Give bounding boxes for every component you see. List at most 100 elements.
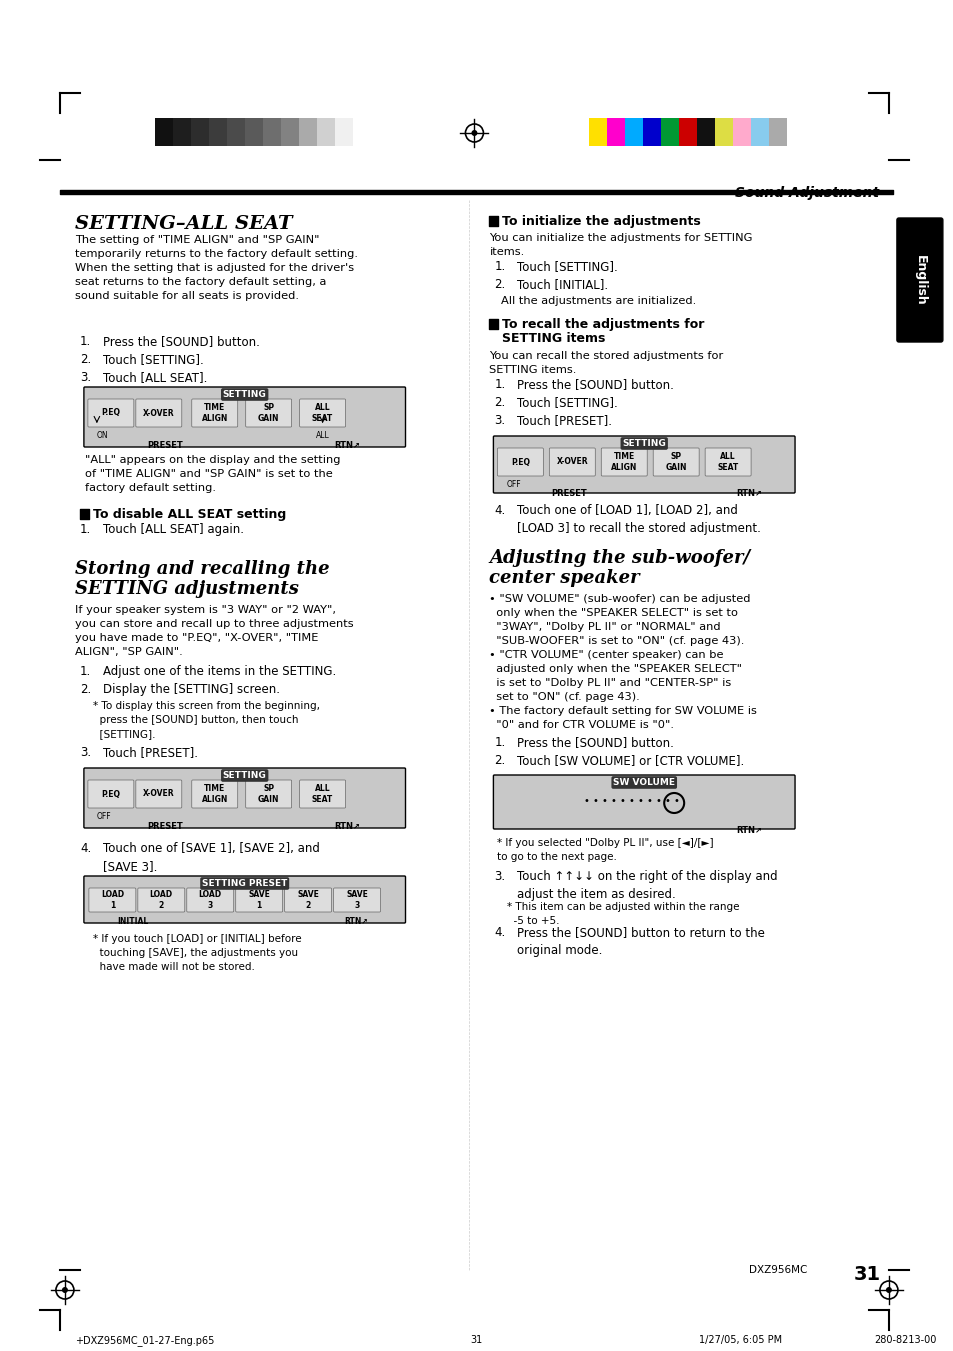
- Text: TIME
ALIGN: TIME ALIGN: [611, 453, 637, 471]
- Text: SAVE
2: SAVE 2: [297, 890, 318, 909]
- Text: PRESET: PRESET: [147, 821, 182, 831]
- FancyBboxPatch shape: [704, 449, 750, 476]
- Bar: [209, 118, 227, 146]
- Text: SAVE
1: SAVE 1: [248, 890, 270, 909]
- FancyBboxPatch shape: [497, 449, 543, 476]
- Bar: [191, 118, 209, 146]
- Text: Storing and recalling the: Storing and recalling the: [75, 561, 329, 578]
- Text: ALL: ALL: [315, 431, 329, 440]
- Text: 1.: 1.: [80, 665, 91, 678]
- Text: 2.: 2.: [80, 684, 91, 696]
- Text: * If you touch [LOAD] or [INITIAL] before
  touching [SAVE], the adjustments you: * If you touch [LOAD] or [INITIAL] befor…: [92, 934, 301, 971]
- FancyBboxPatch shape: [493, 436, 794, 493]
- FancyBboxPatch shape: [88, 399, 133, 427]
- Bar: [353, 118, 370, 146]
- Text: LOAD
1: LOAD 1: [101, 890, 124, 909]
- Text: To initialize the adjustments: To initialize the adjustments: [502, 215, 700, 228]
- Bar: [624, 118, 642, 146]
- Text: DXZ956MC: DXZ956MC: [748, 1265, 806, 1275]
- Text: To disable ALL SEAT setting: To disable ALL SEAT setting: [92, 508, 286, 521]
- FancyBboxPatch shape: [187, 888, 233, 912]
- Text: OFF: OFF: [97, 812, 112, 821]
- FancyBboxPatch shape: [135, 399, 182, 427]
- Text: RTN↗: RTN↗: [736, 825, 761, 835]
- Text: 1.: 1.: [80, 523, 91, 536]
- Text: ALL
SEAT: ALL SEAT: [312, 785, 333, 804]
- Text: 31: 31: [470, 1335, 482, 1346]
- Text: If your speaker system is "3 WAY" or "2 WAY",
you can store and recall up to thr: If your speaker system is "3 WAY" or "2 …: [75, 605, 354, 657]
- Text: 1.: 1.: [80, 335, 91, 349]
- FancyBboxPatch shape: [84, 767, 405, 828]
- Text: * This item can be adjusted within the range
  -5 to +5.: * This item can be adjusted within the r…: [507, 902, 740, 925]
- Circle shape: [471, 130, 476, 136]
- Text: Press the [SOUND] button.: Press the [SOUND] button.: [517, 736, 674, 748]
- Bar: [316, 118, 335, 146]
- FancyBboxPatch shape: [493, 775, 794, 830]
- Text: P.EQ: P.EQ: [101, 408, 120, 417]
- Text: 4.: 4.: [494, 504, 505, 517]
- Text: X-OVER: X-OVER: [143, 408, 174, 417]
- Text: SETTING–ALL SEAT: SETTING–ALL SEAT: [75, 215, 293, 232]
- Text: OFF: OFF: [506, 480, 520, 489]
- Bar: [679, 118, 697, 146]
- Text: Sound Adjustment: Sound Adjustment: [734, 186, 878, 200]
- Text: Touch [SETTING].: Touch [SETTING].: [517, 396, 618, 409]
- Text: X-OVER: X-OVER: [556, 458, 587, 466]
- Circle shape: [885, 1288, 891, 1293]
- Text: 3.: 3.: [80, 746, 91, 759]
- FancyBboxPatch shape: [653, 449, 699, 476]
- Bar: [642, 118, 660, 146]
- FancyBboxPatch shape: [135, 780, 182, 808]
- Text: SETTING: SETTING: [223, 390, 266, 399]
- Text: Press the [SOUND] button.: Press the [SOUND] button.: [517, 378, 674, 390]
- Bar: [768, 118, 786, 146]
- Text: • "SW VOLUME" (sub-woofer) can be adjusted
  only when the "SPEAKER SELECT" is s: • "SW VOLUME" (sub-woofer) can be adjust…: [489, 594, 750, 646]
- Text: • "CTR VOLUME" (center speaker) can be
  adjusted only when the "SPEAKER SELECT": • "CTR VOLUME" (center speaker) can be a…: [489, 650, 741, 703]
- FancyBboxPatch shape: [246, 780, 292, 808]
- Text: TIME
ALIGN: TIME ALIGN: [201, 785, 228, 804]
- Text: SP
GAIN: SP GAIN: [665, 453, 686, 471]
- FancyBboxPatch shape: [84, 875, 405, 923]
- Text: PRESET: PRESET: [551, 489, 587, 499]
- Text: Touch one of [LOAD 1], [LOAD 2], and
[LOAD 3] to recall the stored adjustment.: Touch one of [LOAD 1], [LOAD 2], and [LO…: [517, 504, 760, 535]
- Text: X-OVER: X-OVER: [143, 789, 174, 798]
- Text: Press the [SOUND] button.: Press the [SOUND] button.: [103, 335, 259, 349]
- Text: SETTING items: SETTING items: [502, 332, 605, 345]
- Text: Touch [ALL SEAT].: Touch [ALL SEAT].: [103, 372, 207, 384]
- Bar: [607, 118, 624, 146]
- Bar: [335, 118, 353, 146]
- Text: 280-8213-00: 280-8213-00: [873, 1335, 935, 1346]
- Text: 2.: 2.: [494, 396, 505, 409]
- Text: ALL
SEAT: ALL SEAT: [312, 404, 333, 423]
- FancyBboxPatch shape: [192, 399, 237, 427]
- FancyBboxPatch shape: [299, 399, 345, 427]
- Text: Adjust one of the items in the SETTING.: Adjust one of the items in the SETTING.: [103, 665, 335, 678]
- Circle shape: [62, 1288, 68, 1293]
- Text: Touch [PRESET].: Touch [PRESET].: [103, 746, 197, 759]
- Bar: [245, 118, 262, 146]
- Text: Press the [SOUND] button to return to the
original mode.: Press the [SOUND] button to return to th…: [517, 925, 764, 957]
- Text: P.EQ: P.EQ: [101, 789, 120, 798]
- Text: 3.: 3.: [494, 870, 505, 884]
- FancyBboxPatch shape: [89, 888, 135, 912]
- Bar: [154, 118, 172, 146]
- Text: 3.: 3.: [80, 372, 91, 384]
- Text: SETTING: SETTING: [621, 439, 665, 449]
- Text: Touch [INITIAL].: Touch [INITIAL].: [517, 278, 608, 290]
- Text: Adjusting the sub-woofer/: Adjusting the sub-woofer/: [489, 549, 750, 567]
- Text: SETTING: SETTING: [223, 771, 266, 780]
- Bar: [697, 118, 715, 146]
- Text: To recall the adjustments for: To recall the adjustments for: [502, 317, 704, 331]
- Text: * If you selected "Dolby PL II", use [◄]/[►]
to go to the next page.: * If you selected "Dolby PL II", use [◄]…: [497, 838, 713, 862]
- Text: center speaker: center speaker: [489, 569, 639, 586]
- Text: RTN↗: RTN↗: [334, 821, 359, 831]
- FancyBboxPatch shape: [246, 399, 292, 427]
- Text: INITIAL: INITIAL: [117, 917, 149, 925]
- Text: 2.: 2.: [494, 754, 505, 767]
- Text: SETTING PRESET: SETTING PRESET: [202, 880, 287, 888]
- Text: LOAD
2: LOAD 2: [150, 890, 172, 909]
- Text: You can recall the stored adjustments for
SETTING items.: You can recall the stored adjustments fo…: [489, 351, 723, 376]
- Text: 2.: 2.: [494, 278, 505, 290]
- Text: +DXZ956MC_01-27-Eng.p65: +DXZ956MC_01-27-Eng.p65: [75, 1335, 214, 1346]
- Text: SP
GAIN: SP GAIN: [257, 404, 279, 423]
